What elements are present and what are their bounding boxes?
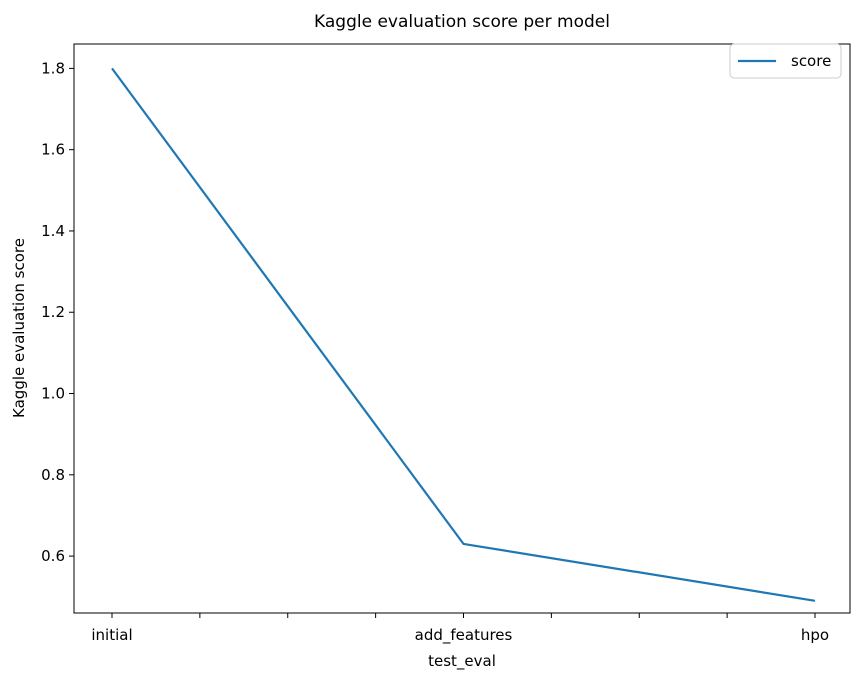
legend-box (729, 43, 842, 79)
x-tick-label: add_features (415, 626, 513, 645)
legend-series-label: score (791, 52, 831, 70)
series-line-score (111, 67, 816, 602)
y-axis-ticks: 0.6 0.8 1.0 1.2 1.4 1.6 1.8 (41, 59, 74, 565)
axes-frame (73, 43, 851, 614)
plot-area-border (73, 43, 851, 614)
legend: score (729, 43, 842, 79)
y-axis-label: Kaggle evaluation score (10, 238, 28, 418)
y-tick-label: 1.8 (41, 59, 65, 77)
y-tick-label: 0.8 (41, 466, 65, 484)
y-tick-label: 1.0 (41, 385, 65, 403)
x-tick-label: initial (91, 626, 132, 644)
x-tick-label: hpo (801, 626, 829, 644)
y-tick-label: 1.6 (41, 141, 65, 159)
y-tick-label: 1.2 (41, 303, 65, 321)
x-axis-ticks: initial add_features hpo (91, 613, 829, 645)
series-layer (111, 67, 816, 602)
y-tick-label: 0.6 (41, 547, 65, 565)
y-tick-label: 1.4 (41, 222, 65, 240)
x-axis-label: test_eval (428, 652, 496, 671)
chart-title: Kaggle evaluation score per model (314, 12, 610, 32)
